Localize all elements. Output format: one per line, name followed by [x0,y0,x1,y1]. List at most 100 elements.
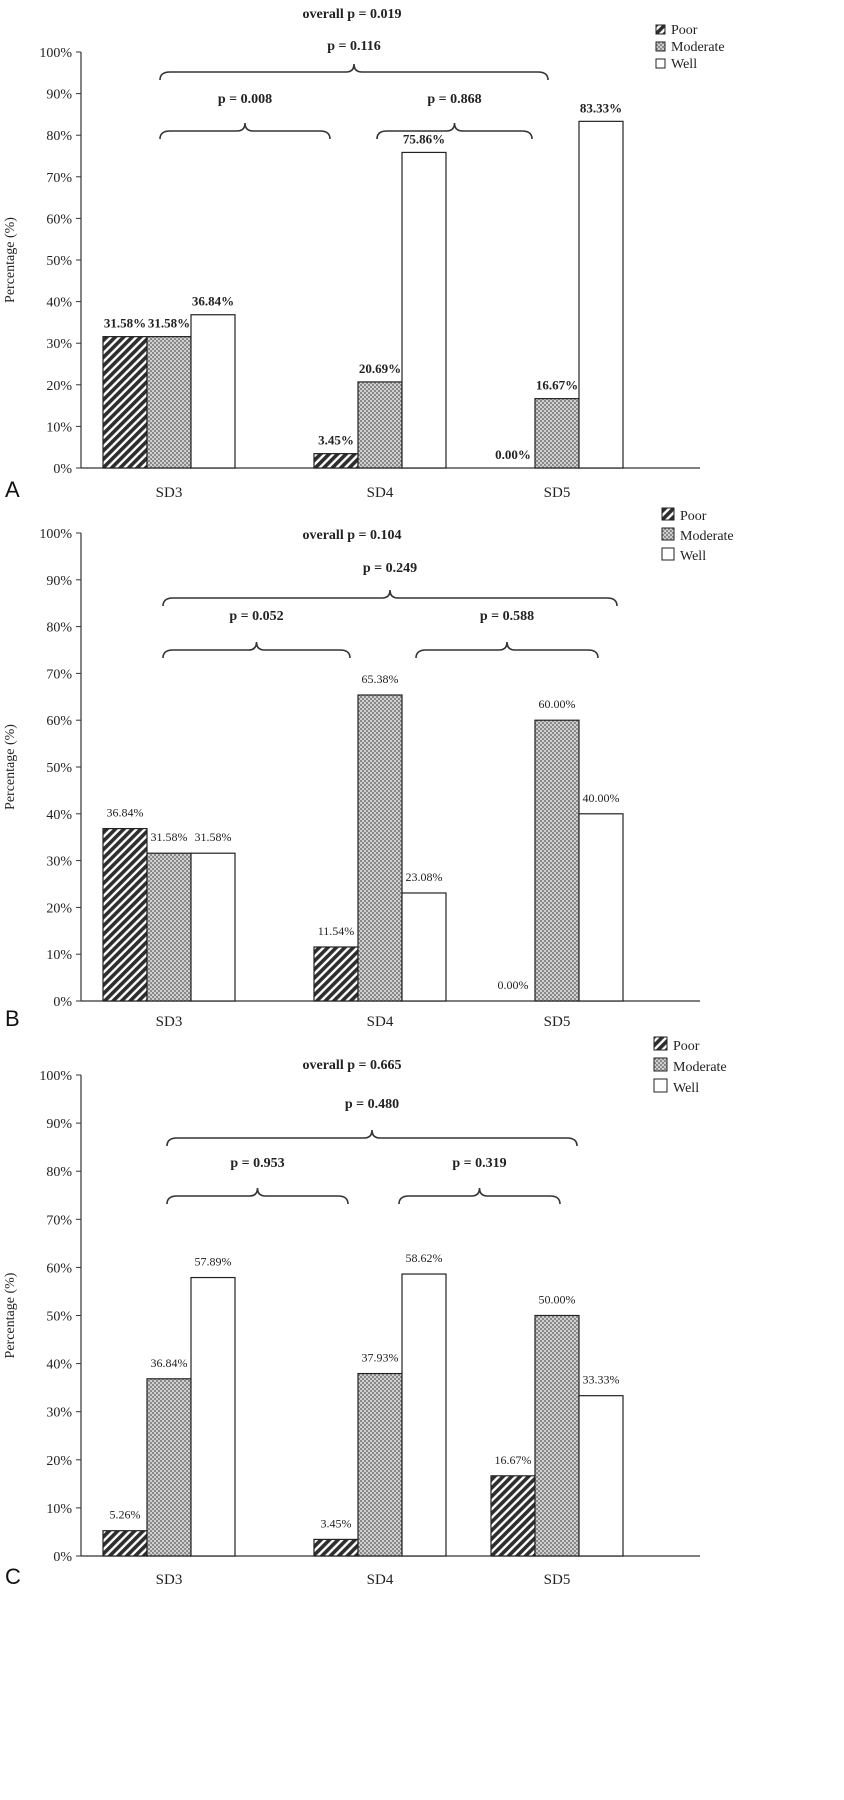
panel-b-ytick-label: 40% [46,808,72,823]
panel-a-ytick-label: 60% [46,212,72,227]
panel-b-value-label-well-sd4: 23.08% [406,870,443,884]
panel-c-bar-poor-sd5 [490,1475,536,1557]
panel-a-legend-swatch-well [655,58,666,69]
panel-b-brace-sd4-sd5 [415,641,599,659]
panel-b-brace-sd3-sd5 [162,589,618,607]
panel-c-value-label-poor-sd5: 16.67% [495,1453,532,1467]
panel-a-value-label-moderate-sd4: 20.69% [359,361,401,376]
panel-b-category-sd4: SD4 [367,1014,394,1030]
panel-c-bar-moderate-sd3 [146,1378,192,1557]
panel-b-brace-sd3-sd4 [162,641,351,659]
panel-b-bar-well-sd4 [401,892,447,1002]
panel-a-bar-poor-sd3 [102,336,148,469]
panel-c-category-sd3: SD3 [156,1572,183,1588]
panel-a-ytick-label: 90% [46,88,72,103]
panel-a-bar-poor-sd4 [313,453,359,469]
panel-c-ytick-label: 40% [46,1358,72,1373]
panel-c-bar-poor-sd4 [313,1538,359,1557]
panel-a-ytick-label: 80% [46,129,72,144]
panel-c-ytick-label: 100% [39,1069,72,1084]
panel-b-bar-poor-sd3 [102,827,148,1002]
panel-a-value-label-poor-sd3: 31.58% [104,316,146,331]
panel-c-ytick-label: 10% [46,1502,72,1517]
panel-b-ytick-label: 50% [46,761,72,776]
panel-a-brace-sd4-sd5 [376,122,533,140]
panel-b-legend-swatch-well [661,547,675,561]
panel-b-category-sd5: SD5 [544,1014,571,1030]
panel-b-bar-well-sd5 [578,813,624,1002]
panel-b-value-label-moderate-sd5: 60.00% [539,697,576,711]
panel-a-bar-moderate-sd5 [534,398,580,469]
panel-b-p-sd3-sd4: p = 0.052 [229,609,283,624]
panel-b-legend-swatch-moderate [661,527,675,541]
panel-c-bar-well-sd3 [190,1276,236,1557]
panel-b-ytick-label: 0% [53,995,72,1010]
panel-b-legend-swatch-poor [661,507,675,521]
panel-b-legend-moderate: Moderate [680,529,734,544]
panel-a-ytick-label: 20% [46,379,72,394]
panel-a-brace-sd3-sd5 [159,63,549,81]
panel-c-category-sd5: SD5 [544,1572,571,1588]
panel-c-legend-moderate: Moderate [673,1060,727,1075]
panel-c-bar-moderate-sd4 [357,1372,403,1557]
panel-c-bar-moderate-sd5 [534,1314,580,1557]
panel-b-ytick-label: 90% [46,574,72,589]
panel-c-value-label-poor-sd4: 3.45% [321,1516,352,1530]
panel-a-p-sd3-sd4: p = 0.008 [218,92,272,107]
panel-b-legend-poor: Poor [680,509,707,524]
panel-c-legend-swatch-well [653,1078,668,1093]
panel-c-bar-well-sd5 [578,1395,624,1557]
panel-c-legend-swatch-poor [653,1036,668,1051]
panel-a-legend-well: Well [671,57,697,72]
panel-c-ytick-label: 80% [46,1165,72,1180]
panel-c-value-label-well-sd4: 58.62% [406,1251,443,1265]
panel-c-category-sd4: SD4 [367,1572,394,1588]
panel-b-value-label-well-sd3: 31.58% [195,830,232,844]
panel-c-value-label-moderate-sd5: 50.00% [539,1293,576,1307]
panel-c-letter: C [5,1564,21,1589]
panel-a-value-label-poor-sd4: 3.45% [318,433,354,448]
panel-c-legend-well: Well [673,1081,699,1096]
panel-b-ytick-label: 60% [46,714,72,729]
panel-b-value-label-poor-sd4: 11.54% [318,924,355,938]
panel-c-bar-poor-sd3 [102,1530,148,1557]
panel-c-brace-sd4-sd5 [398,1187,561,1205]
panel-c-p-sd4-sd5: p = 0.319 [452,1156,506,1171]
panel-a-ytick-label: 40% [46,296,72,311]
panel-c-legend-swatch-moderate [653,1057,668,1072]
panel-b-y-axis-label: Percentage (%) [3,724,18,810]
panel-a-legend-moderate: Moderate [671,40,725,55]
panel-c-value-label-well-sd3: 57.89% [195,1255,232,1269]
panel-a-value-label-well-sd5: 83.33% [580,100,622,115]
panel-b-ytick-label: 70% [46,667,72,682]
panel-c-value-label-moderate-sd3: 36.84% [151,1356,188,1370]
panel-a-value-label-well-sd3: 36.84% [192,294,234,309]
panel-a-letter: A [5,477,20,502]
panel-c-ytick-label: 30% [46,1406,72,1421]
panel-a-category-sd3: SD3 [156,485,183,501]
panel-b-value-label-moderate-sd4: 65.38% [362,672,399,686]
panel-b-value-label-moderate-sd3: 31.58% [151,830,188,844]
panel-b-ytick-label: 20% [46,901,72,916]
panel-a-ytick-label: 50% [46,254,72,269]
panel-c-p-sd3-sd5: p = 0.480 [345,1097,399,1112]
panel-a-p-sd3-sd5: p = 0.116 [327,39,381,54]
panel-b-overall-p: overall p = 0.104 [303,528,402,543]
panel-b-letter: B [5,1006,20,1031]
panel-c-p-sd3-sd4: p = 0.953 [230,1156,284,1171]
panel-a-value-label-moderate-sd5: 16.67% [536,378,578,393]
panel-b-ytick-label: 80% [46,621,72,636]
panel-a-bar-well-sd3 [190,314,236,469]
panel-a-brace-sd3-sd4 [159,122,331,140]
panel-b-ytick-label: 30% [46,855,72,870]
panel-b-ytick-label: 100% [39,527,72,542]
panel-a-category-sd5: SD5 [544,485,571,501]
panel-a-bar-moderate-sd4 [357,381,403,469]
panel-b-value-label-poor-sd3: 36.84% [107,806,144,820]
panel-b-legend-well: Well [680,549,706,564]
panel-b-value-label-well-sd5: 40.00% [583,791,620,805]
panel-c-ytick-label: 0% [53,1550,72,1565]
panel-c-ytick-label: 60% [46,1261,72,1276]
panel-b-category-sd3: SD3 [156,1014,183,1030]
